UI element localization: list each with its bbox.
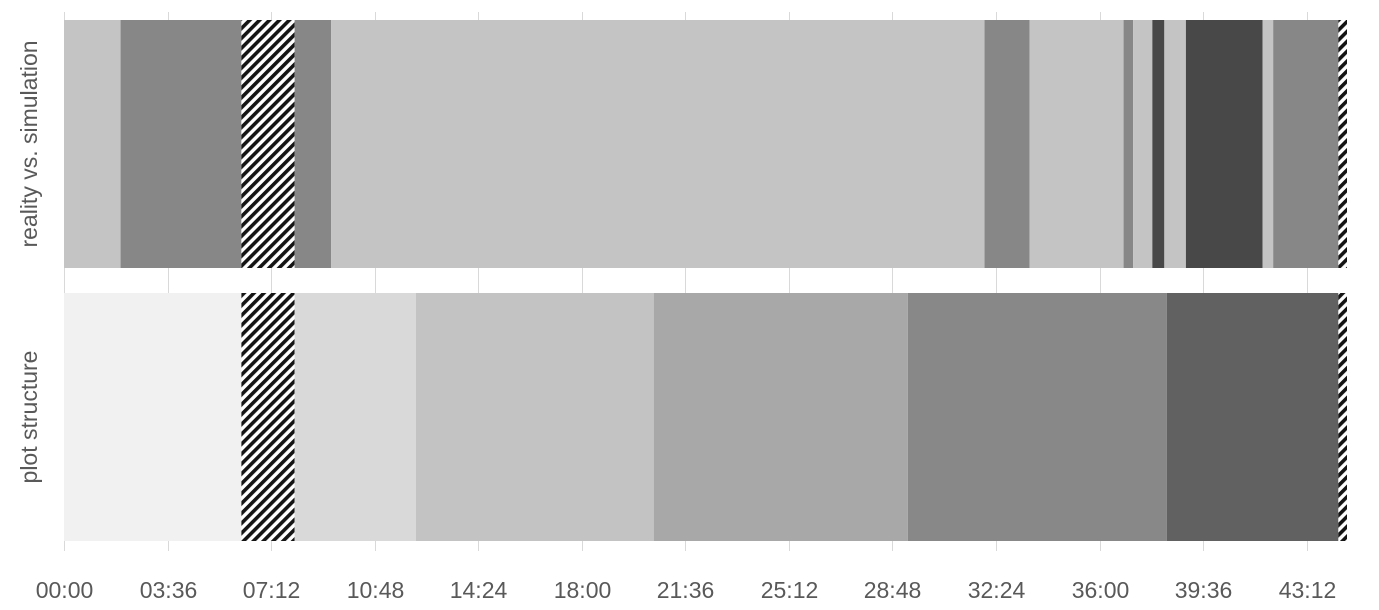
timeline-segment [294,293,416,541]
timeline-segment [294,20,332,268]
segments [64,20,1347,541]
x-tick-label: 10:48 [347,577,405,603]
row-label: plot structure [16,351,42,484]
hatched-segment [241,293,295,541]
timeline-segment [653,293,908,541]
x-tick-label: 21:36 [657,577,715,603]
timeline-segment [1262,20,1274,268]
timeline-segment [1133,20,1153,268]
x-tick-label: 25:12 [761,577,819,603]
x-tick-label: 07:12 [243,577,301,603]
x-tick-label: 00:00 [36,577,94,603]
x-tick-label: 28:48 [864,577,922,603]
timeline-segment [1123,20,1134,268]
x-tick-label: 18:00 [554,577,612,603]
hatched-segment [241,20,295,268]
timeline-segment [1152,20,1165,268]
timeline-segment [331,20,985,268]
x-tick-label: 03:36 [140,577,198,603]
timeline-segment [1166,293,1339,541]
timeline-segment [1273,20,1339,268]
timeline-segment [1164,20,1186,268]
row-labels: reality vs. simulation plot structure [16,40,42,483]
x-tick-label: 14:24 [450,577,508,603]
x-tick-label: 36:00 [1072,577,1130,603]
timeline-segment [984,20,1030,268]
row-label: reality vs. simulation [16,40,42,247]
hatched-segment [1338,293,1347,541]
timeline-segment [1185,20,1263,268]
hatched-segment [1338,20,1347,268]
x-tick-label: 32:24 [968,577,1026,603]
x-tick-label: 43:12 [1279,577,1337,603]
x-tick-label: 39:36 [1175,577,1233,603]
timeline-segment [64,20,121,268]
timeline-segment [415,293,654,541]
x-axis: 00:00 03:36 07:12 10:48 14:24 18:00 21:36 25:12… [36,577,1337,603]
timeline-segment [907,293,1167,541]
timeline-segment [120,20,242,268]
timeline-segment [64,293,242,541]
timeline-segment [1029,20,1124,268]
